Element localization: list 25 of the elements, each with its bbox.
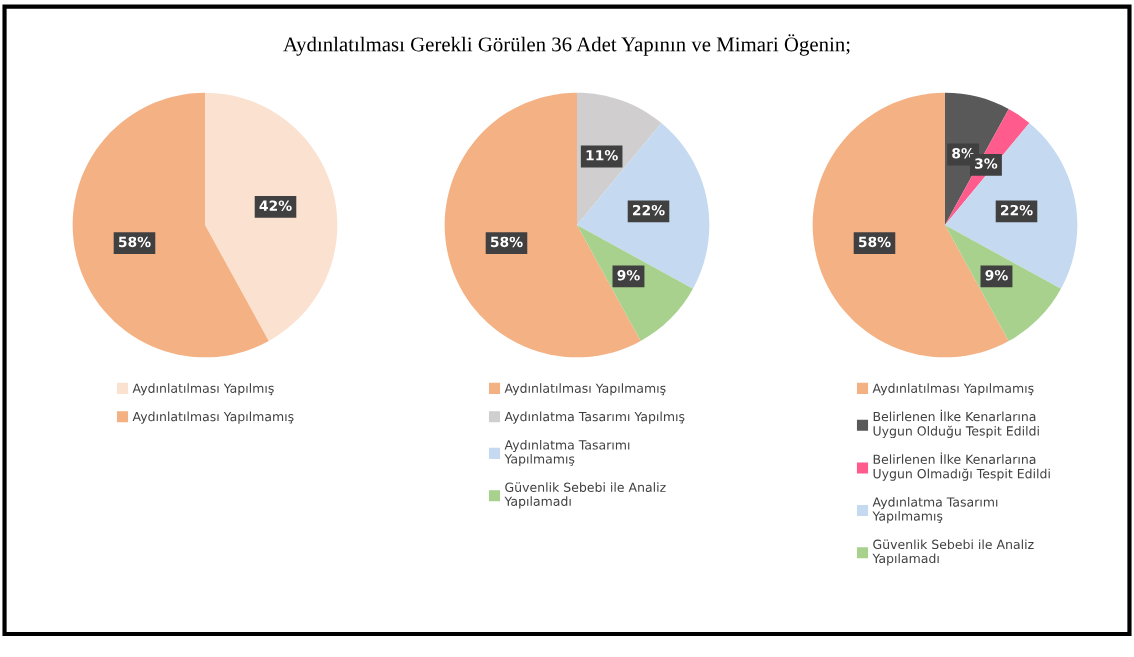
legend-label: Aydınlatılması Yapılmamış <box>504 383 666 396</box>
legend-label: Aydınlatma Tasarımı Yapılmamış <box>872 497 998 524</box>
pie-slice <box>945 123 1078 289</box>
legend-label: Aydınlatılması Yapılmamış <box>132 411 294 424</box>
data-label: 58% <box>118 236 151 248</box>
legend-label: Güvenlik Sebebi ile Analiz Yapılamadı <box>504 482 666 509</box>
pie-slice <box>205 92 338 341</box>
legend-label: Aydınlatılması Yapılmamış <box>872 383 1034 396</box>
data-label: 22% <box>632 204 665 216</box>
pie-slice <box>577 123 710 289</box>
data-label: 3% <box>975 158 998 169</box>
data-label: 58% <box>858 236 891 248</box>
legend-label: Aydınlatma Tasarımı Yapılmış <box>504 411 685 424</box>
data-label: 42% <box>259 200 292 211</box>
data-label: 22% <box>1000 204 1033 216</box>
data-label: 11% <box>586 150 618 161</box>
legend-label: Aydınlatılması Yapılmış <box>132 383 274 396</box>
data-label: 58% <box>490 236 523 248</box>
legend-label: Aydınlatma Tasarımı Yapılmamış <box>504 439 630 467</box>
data-label: 9% <box>985 270 1008 281</box>
data-label: 9% <box>617 270 640 281</box>
legend-label: Güvenlik Sebebi ile Analiz Yapılamadı <box>872 539 1034 566</box>
legend-label: Belirlenen İlke Kenarlarına Uygun Olmadığı Tespit Edildi <box>873 452 1050 481</box>
text: Aydınlatılması Gerekli Görülen 36 Adet Yapının ve Mimari Ögenin; <box>283 34 850 56</box>
legend-label: Belirlenen İlke Kenarlarına Uygun Olduğu Tespit Edildi <box>873 409 1039 439</box>
